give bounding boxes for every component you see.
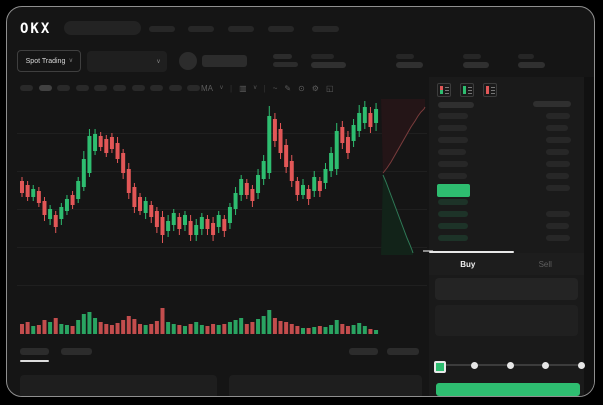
ticker-stat-value — [311, 62, 346, 68]
ask-price-placeholder[interactable] — [438, 149, 466, 155]
market-type-dropdown[interactable]: Spot Trading v — [17, 50, 81, 72]
timeframe-button[interactable] — [131, 85, 145, 91]
draw-tool-icon[interactable]: ✎ — [284, 83, 292, 93]
pair-dropdown[interactable]: v — [87, 51, 167, 72]
chart-bottom-option[interactable] — [387, 348, 419, 355]
timeframe-button[interactable] — [113, 85, 126, 91]
nav-item[interactable] — [312, 26, 339, 32]
coin-icon — [179, 52, 197, 70]
orderbook-header-right — [533, 101, 571, 107]
bid-amount-placeholder — [546, 235, 570, 241]
ask-price-placeholder[interactable] — [438, 137, 468, 143]
divider: | — [230, 83, 233, 93]
active-tab-underline — [20, 359, 49, 362]
market-type-label: Spot Trading — [25, 57, 66, 65]
ask-price-placeholder[interactable] — [438, 173, 467, 179]
ask-price-placeholder[interactable] — [438, 113, 468, 119]
trade-tabs: Buy Sell — [429, 253, 584, 275]
slider-stop[interactable] — [577, 362, 585, 369]
book-combined-icon[interactable] — [437, 83, 451, 97]
account-info-placeholder — [273, 54, 292, 59]
tab-buy[interactable]: Buy — [460, 259, 476, 269]
ticker-stat-label — [396, 54, 414, 59]
chevron-down-icon[interactable]: v — [253, 85, 257, 91]
timeframe-button[interactable] — [150, 85, 164, 91]
book-bids-icon[interactable] — [460, 83, 474, 97]
ask-price-placeholder[interactable] — [438, 125, 467, 131]
timeframe-button[interactable] — [20, 85, 33, 91]
settings-gear-icon[interactable]: ⚙ — [311, 83, 319, 93]
search-input[interactable] — [64, 21, 141, 35]
bid-price-placeholder[interactable] — [438, 199, 468, 205]
ask-amount-placeholder — [546, 173, 569, 179]
candle-style-icon[interactable]: ▥ — [239, 83, 247, 93]
tab-sell[interactable]: Sell — [538, 259, 552, 269]
nav-item[interactable] — [228, 26, 254, 32]
timeframe-button[interactable] — [187, 85, 201, 91]
ticker-stat-label — [518, 54, 534, 59]
chevron-down-icon[interactable]: v — [220, 85, 223, 91]
slider-stop[interactable] — [542, 362, 549, 369]
bottom-info-panel — [20, 375, 217, 396]
slider-handle[interactable] — [434, 361, 446, 373]
ask-amount-placeholder — [546, 185, 570, 191]
ask-price-placeholder[interactable] — [438, 161, 468, 167]
ask-amount-placeholder — [546, 161, 570, 167]
slider-stop[interactable] — [506, 362, 514, 369]
bid-price-placeholder[interactable] — [438, 211, 468, 217]
timeframe-button[interactable] — [94, 85, 108, 91]
ticker-stat-value — [518, 62, 545, 68]
active-tab-underline — [429, 251, 514, 253]
timeframe-button[interactable] — [38, 85, 52, 91]
app-window: OKX Spot Trading v v MA v | ▥ v | ~ ✎ ⊙ ⚙ ◱ — [6, 6, 595, 397]
ask-amount-placeholder — [546, 113, 570, 119]
chevron-down-icon: v — [157, 58, 160, 65]
ask-amount-placeholder — [546, 125, 568, 131]
orderbook-header-left — [438, 102, 474, 108]
timeframe-button[interactable] — [168, 85, 182, 91]
ticker-stat-label — [463, 54, 481, 59]
chart-toolbar: MA v | ▥ v | ~ ✎ ⊙ ⚙ ◱ — [201, 81, 334, 95]
slider-stop[interactable] — [471, 362, 478, 369]
account-info-placeholder — [273, 62, 298, 67]
bid-price-placeholder[interactable] — [438, 235, 468, 241]
ask-amount-placeholder — [546, 137, 571, 143]
nav-item[interactable] — [268, 26, 294, 32]
timeframe-button[interactable] — [75, 85, 89, 91]
ticker-stat-label — [311, 54, 334, 59]
chart-bottom-tab[interactable] — [20, 348, 49, 355]
pair-name-placeholder — [202, 55, 247, 67]
buy-button[interactable] — [436, 383, 580, 396]
nav-item[interactable] — [149, 26, 175, 32]
bid-amount-placeholder — [546, 211, 570, 217]
okx-logo: OKX — [20, 21, 52, 37]
fullscreen-icon[interactable]: ◱ — [325, 83, 334, 93]
snapshot-icon[interactable]: ⊙ — [298, 83, 305, 93]
candlestick-chart[interactable] — [6, 6, 595, 397]
price-input[interactable] — [435, 278, 578, 300]
bottom-info-panel — [229, 375, 422, 396]
ticker-stat-value — [396, 62, 423, 68]
chart-bottom-tab[interactable] — [61, 348, 92, 355]
panel-edge-strip — [584, 77, 594, 396]
chart-bottom-option[interactable] — [349, 348, 378, 355]
last-price-bar — [437, 184, 470, 197]
divider: | — [263, 83, 266, 93]
line-tool-icon[interactable]: ~ — [272, 83, 278, 93]
bid-amount-placeholder — [546, 223, 569, 229]
timeframe-button[interactable] — [57, 85, 71, 91]
chevron-down-icon: v — [69, 58, 73, 64]
ticker-stat-value — [463, 62, 489, 68]
amount-input[interactable] — [435, 305, 578, 336]
ask-amount-placeholder — [546, 149, 569, 155]
bid-price-placeholder[interactable] — [438, 223, 468, 229]
book-asks-icon[interactable] — [483, 83, 497, 97]
indicator-ma-label[interactable]: MA — [201, 83, 213, 93]
nav-item[interactable] — [188, 26, 214, 32]
